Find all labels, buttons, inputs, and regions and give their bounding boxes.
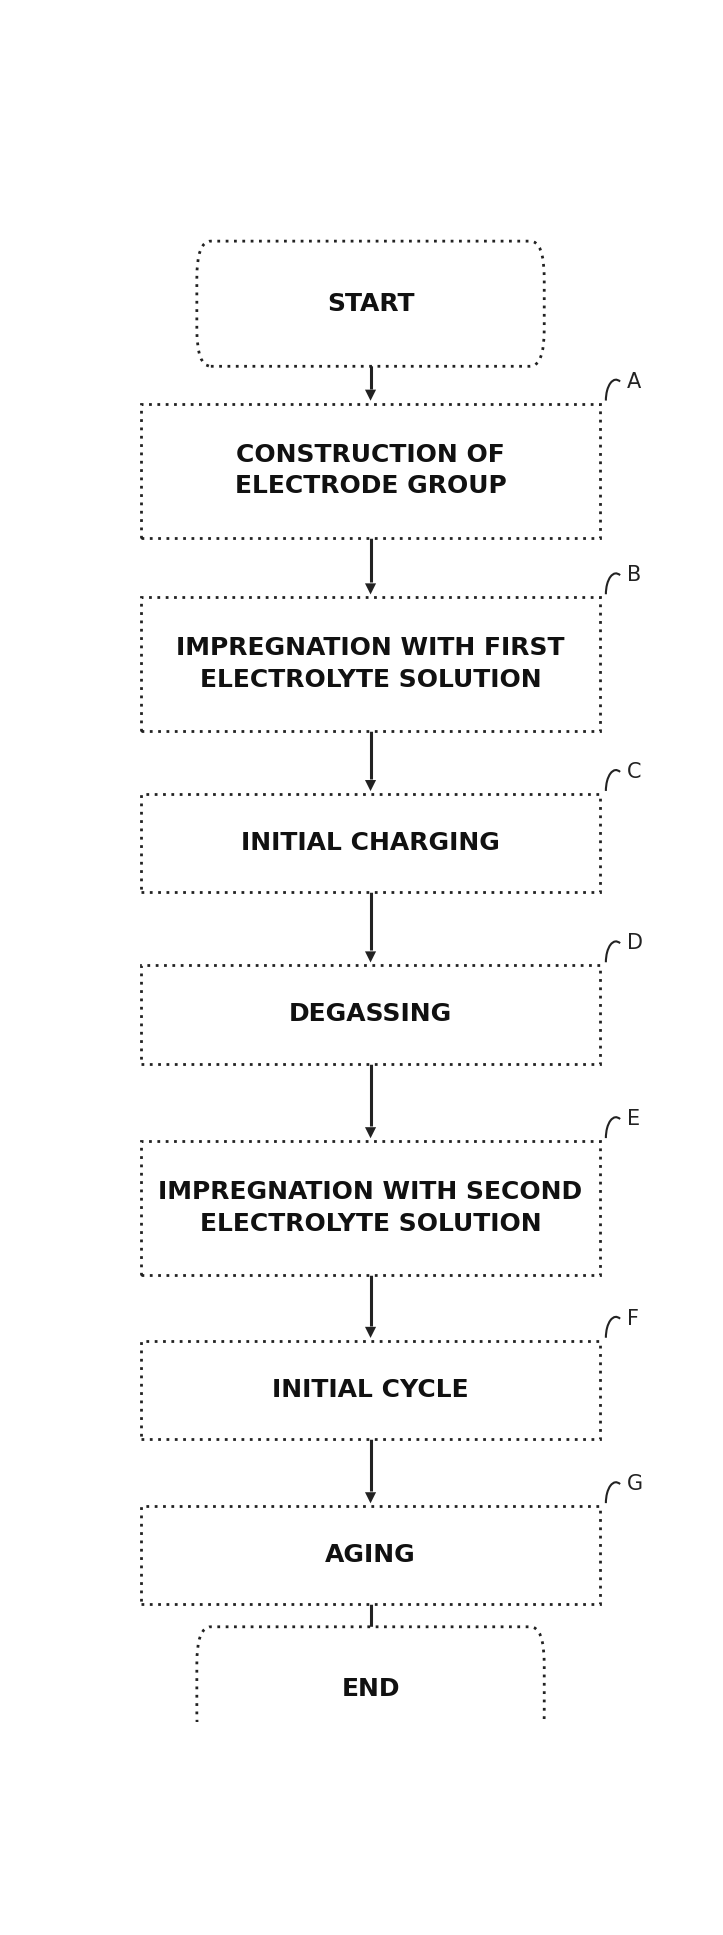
Text: END: END: [341, 1678, 400, 1701]
Bar: [141, 1142, 600, 1275]
Bar: [141, 1505, 600, 1604]
Bar: [141, 1341, 600, 1440]
FancyBboxPatch shape: [197, 1627, 544, 1751]
Text: G: G: [627, 1474, 643, 1494]
Bar: [141, 404, 600, 538]
Text: F: F: [627, 1308, 639, 1329]
Bar: [141, 966, 600, 1064]
Text: DEGASSING: DEGASSING: [289, 1002, 452, 1026]
Text: INITIAL CHARGING: INITIAL CHARGING: [241, 830, 500, 855]
Text: CONSTRUCTION OF
ELECTRODE GROUP: CONSTRUCTION OF ELECTRODE GROUP: [235, 443, 506, 499]
Text: A: A: [627, 372, 641, 391]
Text: D: D: [627, 933, 643, 954]
Text: START: START: [327, 292, 414, 315]
Text: C: C: [627, 762, 642, 782]
Bar: [141, 793, 600, 892]
Text: AGING: AGING: [325, 1544, 416, 1567]
Text: B: B: [627, 565, 641, 584]
FancyBboxPatch shape: [197, 242, 544, 366]
Bar: [141, 598, 600, 731]
Text: INITIAL CYCLE: INITIAL CYCLE: [273, 1378, 469, 1401]
Text: IMPREGNATION WITH SECOND
ELECTROLYTE SOLUTION: IMPREGNATION WITH SECOND ELECTROLYTE SOL…: [158, 1180, 583, 1236]
Text: E: E: [627, 1109, 641, 1130]
Text: IMPREGNATION WITH FIRST
ELECTROLYTE SOLUTION: IMPREGNATION WITH FIRST ELECTROLYTE SOLU…: [176, 637, 565, 693]
